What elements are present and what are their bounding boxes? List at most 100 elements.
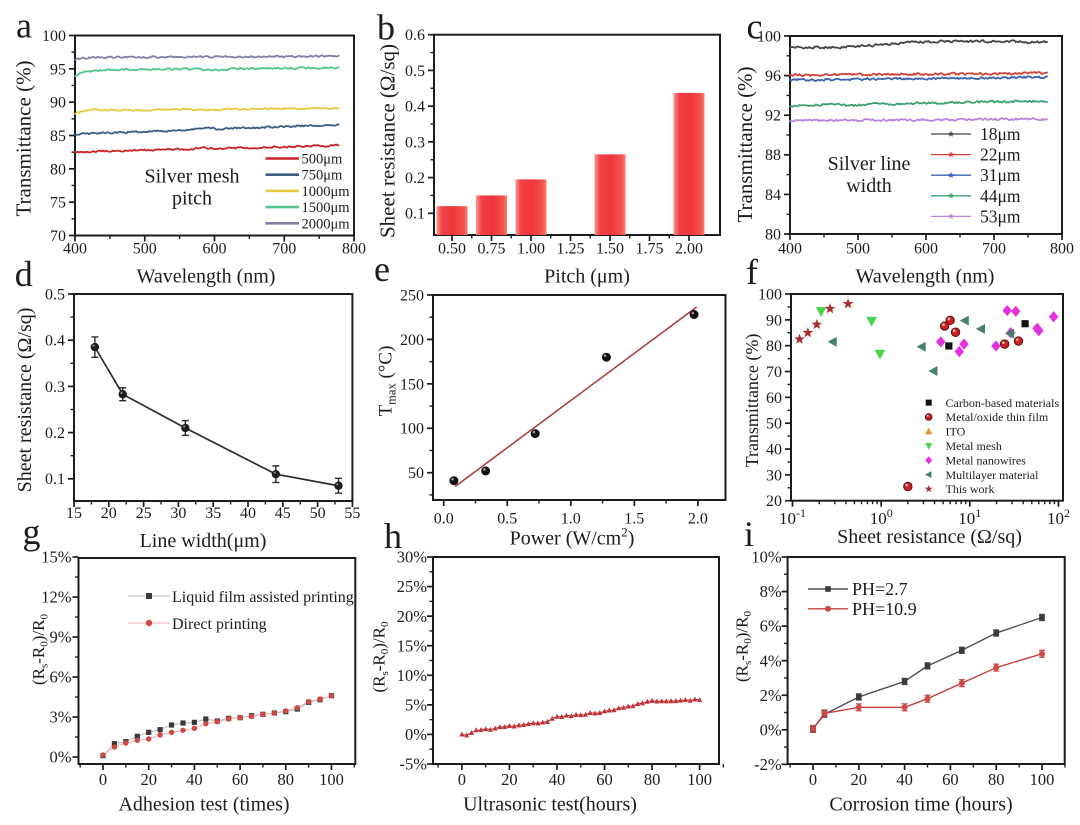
svg-text:40: 40 bbox=[186, 770, 203, 789]
svg-text:5%: 5% bbox=[405, 696, 427, 715]
svg-text:g: g bbox=[23, 512, 41, 552]
svg-text:30: 30 bbox=[766, 467, 782, 484]
svg-text:44μm: 44μm bbox=[980, 186, 1021, 206]
svg-text:22μm: 22μm bbox=[980, 145, 1021, 165]
svg-text:20%: 20% bbox=[397, 607, 428, 626]
svg-text:40: 40 bbox=[549, 770, 566, 789]
svg-text:8%: 8% bbox=[760, 582, 782, 601]
svg-text:500μm: 500μm bbox=[302, 152, 344, 168]
svg-text:20: 20 bbox=[501, 770, 518, 789]
svg-text:20: 20 bbox=[851, 770, 868, 789]
svg-text:80: 80 bbox=[644, 770, 661, 789]
svg-text:3%: 3% bbox=[50, 708, 72, 727]
svg-text:70: 70 bbox=[766, 364, 782, 381]
svg-text:Silver mesh: Silver mesh bbox=[145, 166, 240, 188]
svg-text:53μm: 53μm bbox=[980, 206, 1021, 226]
svg-text:Wavelength (nm): Wavelength (nm) bbox=[137, 266, 276, 288]
svg-text:80: 80 bbox=[50, 161, 66, 178]
svg-text:15%: 15% bbox=[397, 636, 428, 655]
svg-text:60: 60 bbox=[232, 770, 249, 789]
svg-text:40: 40 bbox=[240, 505, 256, 522]
svg-text:(Rs-R0)/R0: (Rs-R0)/R0 bbox=[733, 610, 755, 682]
svg-text:80: 80 bbox=[988, 770, 1005, 789]
svg-text:Line width(μm): Line width(μm) bbox=[140, 530, 267, 552]
svg-text:100: 100 bbox=[687, 770, 712, 789]
svg-text:0.1: 0.1 bbox=[45, 471, 65, 488]
svg-text:Pitch (μm): Pitch (μm) bbox=[544, 266, 630, 288]
svg-text:90: 90 bbox=[50, 95, 66, 112]
svg-text:100: 100 bbox=[319, 770, 344, 789]
svg-text:250: 250 bbox=[400, 287, 424, 304]
svg-text:2.0: 2.0 bbox=[688, 511, 708, 528]
svg-text:i: i bbox=[744, 514, 754, 554]
svg-text:600: 600 bbox=[914, 241, 938, 258]
svg-text:30: 30 bbox=[170, 505, 186, 522]
svg-text:Carbon-based materials: Carbon-based materials bbox=[946, 396, 1060, 410]
svg-text:Sheet resistance (Ω/sq): Sheet resistance (Ω/sq) bbox=[837, 526, 1022, 548]
svg-text:75: 75 bbox=[50, 195, 66, 212]
svg-text:Adhesion test (times): Adhesion test (times) bbox=[118, 794, 289, 816]
svg-text:20: 20 bbox=[766, 493, 782, 510]
svg-text:15%: 15% bbox=[41, 548, 72, 567]
svg-text:1000μm: 1000μm bbox=[302, 184, 351, 200]
svg-text:12%: 12% bbox=[41, 588, 72, 607]
svg-text:2.00: 2.00 bbox=[675, 241, 703, 258]
svg-text:1.0: 1.0 bbox=[561, 511, 581, 528]
svg-text:Metal mesh: Metal mesh bbox=[946, 439, 1002, 453]
svg-text:150: 150 bbox=[400, 376, 424, 393]
svg-text:0.2: 0.2 bbox=[405, 170, 425, 187]
svg-text:10%: 10% bbox=[397, 666, 428, 685]
svg-text:4%: 4% bbox=[760, 651, 782, 670]
svg-text:0: 0 bbox=[458, 770, 466, 789]
svg-text:400: 400 bbox=[778, 241, 802, 258]
svg-text:80: 80 bbox=[765, 226, 781, 243]
svg-text:0%: 0% bbox=[760, 720, 782, 739]
svg-text:2%: 2% bbox=[760, 686, 782, 705]
svg-text:50: 50 bbox=[408, 465, 424, 482]
svg-text:e: e bbox=[374, 249, 390, 289]
svg-text:88: 88 bbox=[765, 147, 781, 164]
svg-text:70: 70 bbox=[50, 228, 66, 245]
svg-text:6%: 6% bbox=[50, 668, 72, 687]
svg-text:92: 92 bbox=[765, 108, 781, 125]
svg-text:pitch: pitch bbox=[172, 188, 212, 210]
svg-text:600: 600 bbox=[203, 241, 227, 258]
svg-text:800: 800 bbox=[342, 241, 366, 258]
svg-text:60: 60 bbox=[942, 770, 959, 789]
svg-text:0.3: 0.3 bbox=[45, 379, 65, 396]
svg-text:PH=2.7: PH=2.7 bbox=[852, 579, 908, 599]
svg-text:Direct printing: Direct printing bbox=[172, 616, 267, 633]
svg-text:84: 84 bbox=[765, 187, 781, 204]
svg-text:0.4: 0.4 bbox=[405, 99, 425, 116]
svg-text:0%: 0% bbox=[405, 725, 427, 744]
svg-text:-5%: -5% bbox=[400, 755, 428, 774]
svg-text:25: 25 bbox=[136, 505, 152, 522]
svg-text:40: 40 bbox=[766, 442, 782, 459]
svg-text:700: 700 bbox=[982, 241, 1006, 258]
svg-text:Transmittance (%): Transmittance (%) bbox=[742, 334, 763, 468]
svg-text:700: 700 bbox=[272, 241, 296, 258]
svg-text:800: 800 bbox=[1050, 241, 1074, 258]
svg-text:0.50: 0.50 bbox=[438, 241, 466, 258]
svg-text:35: 35 bbox=[205, 505, 221, 522]
svg-text:100: 100 bbox=[42, 28, 66, 45]
svg-text:400: 400 bbox=[63, 241, 87, 258]
svg-text:100: 100 bbox=[757, 28, 781, 45]
svg-text:(Rs-R0)/R0: (Rs-R0)/R0 bbox=[369, 621, 391, 693]
svg-text:100: 100 bbox=[1030, 770, 1055, 789]
svg-text:0.5: 0.5 bbox=[45, 286, 65, 303]
svg-text:18μm: 18μm bbox=[980, 124, 1021, 144]
svg-text:Transmittance (%): Transmittance (%) bbox=[733, 66, 757, 222]
svg-text:40: 40 bbox=[896, 770, 913, 789]
svg-text:Metal/oxide thin film: Metal/oxide thin film bbox=[946, 410, 1049, 424]
svg-text:PH=10.9: PH=10.9 bbox=[852, 599, 917, 619]
svg-text:0.0: 0.0 bbox=[434, 511, 454, 528]
svg-text:Liquid film assisted printing: Liquid film assisted printing bbox=[172, 589, 354, 606]
svg-text:1.50: 1.50 bbox=[596, 241, 624, 258]
svg-text:20: 20 bbox=[101, 505, 117, 522]
svg-text:20: 20 bbox=[140, 770, 157, 789]
svg-text:95: 95 bbox=[50, 61, 66, 78]
svg-text:60: 60 bbox=[596, 770, 613, 789]
svg-text:1.00: 1.00 bbox=[517, 241, 545, 258]
svg-text:60: 60 bbox=[766, 390, 782, 407]
